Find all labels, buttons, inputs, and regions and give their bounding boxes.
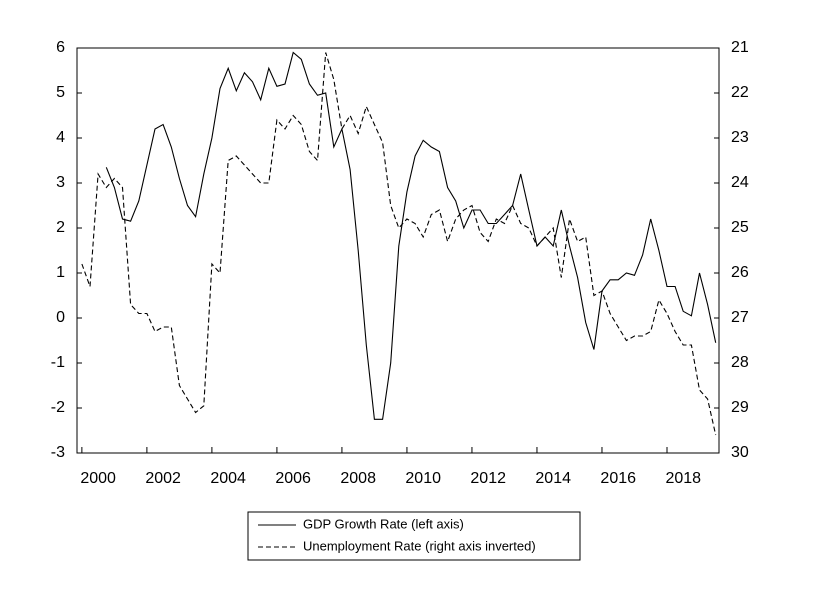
y2-tick-label: 28 — [731, 354, 749, 371]
y-tick-label: -3 — [51, 444, 65, 461]
x-tick-label: 2000 — [80, 470, 116, 487]
y2-tick-label: 30 — [731, 444, 749, 461]
y2-tick-label: 29 — [731, 399, 749, 416]
x-tick-label: 2004 — [210, 470, 246, 487]
plot-frame — [76, 47, 720, 454]
x-tick-label: 2014 — [535, 470, 571, 487]
x-tick-label: 2012 — [470, 470, 506, 487]
x-tick-label: 2018 — [665, 470, 701, 487]
series-line — [105, 51, 717, 420]
y-tick-label: -1 — [51, 354, 65, 371]
y-tick-label: 1 — [56, 264, 65, 281]
y2-tick-label: 27 — [731, 309, 749, 326]
legend-label: GDP Growth Rate (left axis) — [303, 516, 464, 531]
x-tick-label: 2008 — [340, 470, 376, 487]
y-tick-label: 0 — [56, 309, 65, 326]
y2-tick-label: 25 — [731, 219, 749, 236]
y-tick-label: 5 — [56, 84, 65, 101]
legend-box — [247, 511, 581, 561]
y2-tick-label: 21 — [731, 39, 749, 56]
y2-tick-label: 26 — [731, 264, 749, 281]
y-tick-label: 6 — [56, 39, 65, 56]
y2-tick-label: 23 — [731, 129, 749, 146]
y-tick-label: -2 — [51, 399, 65, 416]
x-tick-label: 2006 — [275, 470, 311, 487]
y-tick-label: 2 — [56, 219, 65, 236]
series-line — [81, 52, 717, 436]
y-tick-label: 3 — [56, 174, 65, 191]
x-tick-label: 2010 — [405, 470, 441, 487]
y-tick-label: 4 — [56, 129, 65, 146]
legend-label: Unemployment Rate (right axis inverted) — [303, 538, 536, 553]
y2-tick-label: 24 — [731, 174, 749, 191]
x-tick-label: 2002 — [145, 470, 181, 487]
x-tick-label: 2016 — [600, 470, 636, 487]
y2-tick-label: 22 — [731, 84, 749, 101]
